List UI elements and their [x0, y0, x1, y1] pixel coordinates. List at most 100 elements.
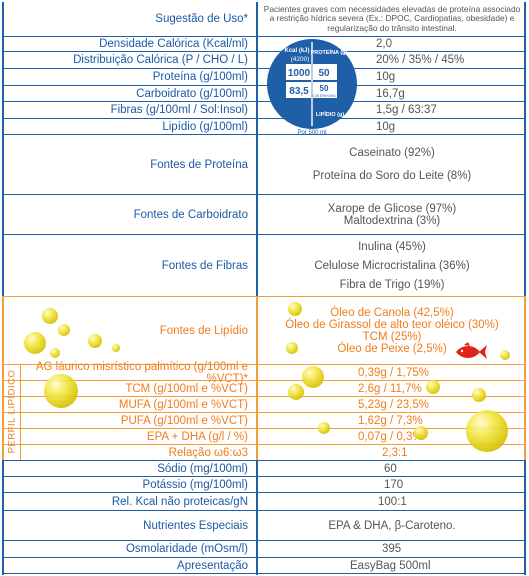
row-pufa: PUFA (g/100ml e %VCT) 1,62g / 7,3%	[2, 412, 526, 428]
fontes-lipidio-value-3: TCM (25%)	[362, 330, 422, 343]
sugestao-value: Pacientes graves com necessidades elevad…	[263, 3, 521, 33]
badge-bottom-left-value: 83,5	[289, 86, 309, 97]
oil-bubble-icon	[288, 302, 302, 316]
oil-bubble-icon	[302, 366, 324, 388]
row-proteina: Proteína (g/100ml) 10g	[2, 68, 526, 85]
perfil-lipidico-label: PERFIL LIPÍDICO	[6, 369, 18, 453]
row-potassio: Potássio (mg/100ml) 170	[2, 476, 526, 492]
row-carboidrato: Carboidrato (g/100ml) 16,7g	[2, 85, 526, 101]
oil-bubble-icon	[500, 350, 510, 360]
fontes-carboidrato-value-2: Maltodextrina (3%)	[343, 214, 441, 227]
fontes-fibras-value-3: Fibra de Trigo (19%)	[339, 278, 445, 291]
right-border-top	[524, 2, 526, 296]
right-border-middle	[524, 296, 526, 460]
row-distribuicao: Distribuição Calórica (P / CHO / L) 20% …	[2, 51, 526, 68]
left-border-bottom	[2, 460, 4, 575]
oil-bubble-icon	[24, 332, 46, 354]
proteina-value: 10g	[376, 71, 396, 83]
row-densidade: Densidade Calórica (Kcal/ml) 2,0	[2, 36, 526, 51]
mufa-value: 5,23g / 23,5%	[358, 398, 429, 411]
fontes-lipidio-value-1: Óleo de Canola (42,5%)	[330, 306, 454, 319]
row-fontes-proteina: Fontes de Proteína Caseinato (92%) Prote…	[2, 134, 526, 194]
row-fontes-lipidio: Fontes de Lipídio Óleo de Canola (42,5%)…	[2, 296, 526, 364]
pufa-label: PUFA (g/100ml e %VCT)	[120, 414, 248, 427]
oil-bubble-icon	[288, 384, 304, 400]
badge-top-right-box	[313, 64, 337, 80]
badge-top-left-value: 1000	[288, 68, 311, 79]
oil-bubble-icon	[112, 344, 120, 352]
left-border-top	[2, 2, 4, 296]
badge-bottom-right-sub: 0,35 EPA+DHA	[312, 94, 336, 98]
fish-icon	[456, 342, 487, 359]
mufa-label: MUFA (g/100ml e %VCT)	[118, 398, 248, 411]
fontes-lipidio-label: Fontes de Lipídio	[159, 324, 248, 337]
epa-dha-value: 0,07g / 0,3%	[358, 430, 423, 443]
row-fibras: Fibras (g/100ml / Sol:Insol) 1,5g / 63:3…	[2, 101, 526, 118]
fibras-label: Fibras (g/100ml / Sol:Insol)	[110, 104, 248, 116]
row-ag-lauric: AG láurico misrístico palmítico (g/100ml…	[2, 361, 526, 385]
badge-top-left-label: Kcal (kJ)	[284, 48, 309, 54]
fontes-fibras-label: Fontes de Fibras	[161, 259, 248, 272]
perfil-lipidico-divider	[20, 364, 21, 460]
sodio-value: 60	[384, 462, 397, 475]
oil-bubble-icon	[414, 426, 428, 440]
row-tcm: TCM (g/100ml e %VCT) 2,6g / 11,7%	[2, 380, 526, 396]
badge-top-right-label: PROTEÍNA (g)	[311, 48, 348, 56]
row-lipidio: Lipídio (g/100ml) 10g	[2, 118, 526, 134]
badge-top-left-sub: (4200)	[291, 56, 310, 63]
fontes-carboidrato-value-1: Xarope de Glicose (97%)	[327, 202, 457, 215]
oil-bubble-icon	[286, 342, 298, 354]
epa-dha-label: EPA + DHA (g/l / %)	[146, 430, 248, 443]
distribuicao-value: 20% / 35% / 45%	[376, 54, 465, 66]
row-sodio: Sódio (mg/100ml) 60	[2, 460, 526, 476]
rel-kcal-value: 100:1	[378, 495, 407, 508]
carboidrato-label: Carboidrato (g/100ml)	[136, 87, 248, 100]
row-osmolaridade: Osmolaridade (mOsm/l) 395	[2, 540, 526, 557]
potassio-value: 170	[384, 478, 404, 491]
badge-bottom-right-value: 50	[320, 84, 329, 93]
badge-top-left-box	[286, 64, 311, 80]
row-fontes-fibras: Fontes de Fibras Inulina (45%) Celulose …	[2, 234, 526, 296]
oil-bubble-icon	[58, 324, 70, 336]
sodio-label: Sódio (mg/100ml)	[157, 462, 248, 475]
fontes-fibras-value-2: Celulose Microcristalina (36%)	[314, 259, 470, 272]
fontes-proteina-value-1: Caseinato (92%)	[349, 146, 435, 159]
relacao-value: 2,3:1	[382, 446, 408, 459]
relacao-label: Relação ω6:ω3	[168, 446, 248, 459]
oil-bubble-icon	[44, 374, 78, 408]
badge-bottom-left-box	[286, 82, 311, 98]
fibras-value: 1,5g / 63:37	[376, 104, 437, 116]
oil-bubble-icon	[42, 308, 58, 324]
nutrientes-label: Nutrientes Especiais	[143, 519, 248, 532]
oil-bubble-icon	[88, 334, 102, 348]
pufa-value: 1,62g / 7,3%	[358, 414, 423, 427]
oil-bubble-icon	[426, 380, 440, 394]
row-fontes-carboidrato: Fontes de Carboidrato Xarope de Glicose …	[2, 194, 526, 234]
oil-bubble-icon	[318, 422, 330, 434]
tcm-label: TCM (g/100ml e %VCT)	[125, 382, 248, 395]
osmolaridade-value: 395	[382, 543, 402, 555]
lipidio-label: Lipídio (g/100ml)	[162, 120, 248, 133]
fontes-carboidrato-label: Fontes de Carboidrato	[133, 208, 248, 221]
row-rel-kcal: Rel. Kcal não proteicas/gN 100:1	[2, 492, 526, 510]
densidade-label: Densidade Calórica (Kcal/ml)	[99, 38, 248, 50]
fontes-fibras-value-1: Inulina (45%)	[358, 240, 426, 253]
tcm-value: 2,6g / 11,7%	[358, 382, 422, 395]
potassio-label: Potássio (mg/100ml)	[142, 478, 248, 491]
badge-bottom-right-label: LIPÍDIO (g)	[316, 110, 345, 118]
left-border-middle	[2, 296, 4, 460]
densidade-value: 2,0	[376, 38, 392, 50]
oil-bubble-icon	[472, 388, 486, 402]
row-mufa: MUFA (g/100ml e %VCT) 5,23g / 23,5%	[2, 396, 526, 412]
divider-middle	[256, 296, 258, 460]
distribuicao-label: Distribuição Calórica (P / CHO / L)	[73, 54, 248, 66]
right-border-bottom	[524, 460, 526, 575]
oil-bubble-icon	[50, 348, 60, 358]
row-relacao: Relação ω6:ω3 2,3:1	[2, 444, 526, 460]
sugestao-label: Sugestão de Uso*	[155, 13, 248, 25]
carboidrato-value: 16,7g	[376, 87, 405, 100]
apresentacao-label: Apresentação	[177, 559, 248, 572]
badge-footer: Por 500 ml	[297, 130, 326, 136]
divider-top	[256, 2, 258, 296]
